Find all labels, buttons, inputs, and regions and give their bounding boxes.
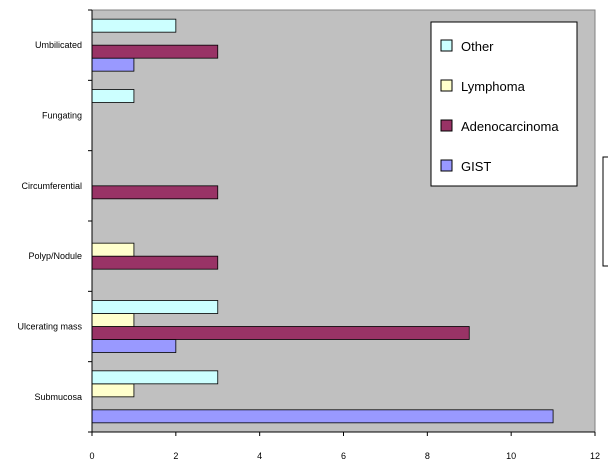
category-label: Ulcerating mass [17, 322, 82, 332]
bar-gist-submucosa [91, 409, 554, 424]
bar-gist-ulcerating-mass [91, 339, 177, 353]
bar-lymphoma-polyp-nodule [91, 242, 135, 257]
legend-label-adenocarcinoma: Adenocarcinoma [461, 119, 559, 134]
bars-layer [91, 18, 554, 424]
x-tick-label: 4 [257, 451, 262, 461]
legend-label-gist: GIST [461, 159, 491, 174]
bar-lymphoma-ulcerating-mass [91, 313, 135, 327]
x-axis: 0 2 4 6 8 10 12 [88, 9, 600, 461]
legend: Other Lymphoma Adenocarcinoma GIST [430, 21, 578, 187]
bar-adenocarcinoma-polyp-nodule [91, 255, 219, 270]
x-tick-label: 12 [590, 451, 600, 461]
legend-swatch-adenocarcinoma [440, 119, 453, 132]
legend-label-other: Other [461, 39, 494, 54]
category-label: Fungating [42, 111, 82, 121]
bar-other-submucosa [91, 370, 219, 385]
legend-swatch-other [440, 39, 453, 52]
legend-swatch-lymphoma [440, 79, 453, 92]
x-tick-label: 6 [341, 451, 346, 461]
category-label: Submucosa [34, 392, 82, 402]
bar-lymphoma-submucosa [91, 383, 135, 398]
legend-swatch-gist [440, 159, 453, 172]
bar-adenocarcinoma-umbilicated [91, 44, 219, 59]
bar-other-umbilicated [91, 18, 177, 33]
category-labels: Submucosa Ulcerating mass Polyp/Nodule Circ… [17, 40, 82, 402]
x-tick-label: 8 [425, 451, 430, 461]
category-label: Circumferential [21, 181, 82, 191]
bar-other-ulcerating-mass [91, 300, 219, 314]
x-tick-label: 0 [89, 451, 94, 461]
legend-label-lymphoma: Lymphoma [461, 79, 526, 94]
category-label: Polyp/Nodule [28, 251, 82, 261]
bar-gist-umbilicated [91, 57, 135, 72]
category-label: Umbilicated [35, 40, 82, 50]
decorative-bracket [602, 156, 608, 267]
bar-adenocarcinoma-circumferential [91, 185, 219, 200]
bar-adenocarcinoma-ulcerating-mass [91, 326, 470, 340]
x-tick-label: 10 [506, 451, 516, 461]
legend-box [430, 21, 578, 187]
bar-other-fungating [91, 89, 135, 103]
x-tick-label: 2 [173, 451, 178, 461]
